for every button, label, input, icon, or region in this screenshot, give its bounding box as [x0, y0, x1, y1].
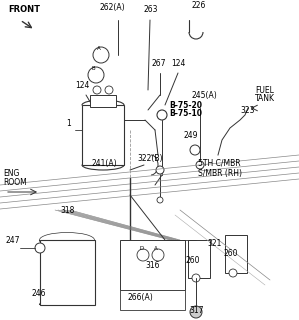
Circle shape	[196, 161, 204, 169]
Circle shape	[35, 243, 45, 253]
Text: 124: 124	[171, 59, 185, 68]
Bar	[40, 240, 95, 305]
Circle shape	[192, 274, 200, 282]
Circle shape	[93, 86, 101, 94]
Text: TANK: TANK	[255, 94, 275, 103]
Text: 260: 260	[224, 249, 239, 258]
Bar	[120, 240, 185, 290]
Text: A: A	[97, 46, 101, 51]
Bar	[188, 240, 210, 278]
Text: 260: 260	[185, 256, 199, 265]
Text: 245(A): 245(A)	[192, 91, 218, 100]
Bar	[82, 105, 124, 165]
Text: S/MBR (RH): S/MBR (RH)	[198, 169, 242, 178]
Text: ROOM: ROOM	[3, 178, 27, 187]
Circle shape	[157, 197, 163, 203]
Text: 317: 317	[189, 306, 204, 315]
Text: 322(B): 322(B)	[137, 154, 162, 163]
Text: 246: 246	[32, 289, 47, 298]
Circle shape	[93, 47, 109, 63]
Circle shape	[105, 86, 113, 94]
Text: 247: 247	[5, 236, 19, 245]
Text: A: A	[154, 246, 158, 251]
Text: 316: 316	[145, 261, 159, 270]
Text: 267: 267	[151, 59, 166, 68]
Bar	[225, 235, 247, 273]
Text: 321: 321	[207, 239, 221, 248]
Circle shape	[157, 110, 167, 120]
Bar	[120, 290, 185, 310]
Text: 263: 263	[143, 5, 158, 14]
Text: 5TH C/MBR: 5TH C/MBR	[198, 159, 241, 168]
Circle shape	[190, 306, 202, 318]
Circle shape	[137, 249, 149, 261]
Text: 323: 323	[240, 106, 254, 115]
Text: B-75-10: B-75-10	[169, 109, 202, 118]
Text: 262(A): 262(A)	[100, 3, 126, 12]
Text: 249: 249	[184, 131, 199, 140]
Circle shape	[156, 166, 164, 174]
Text: 241(A): 241(A)	[92, 159, 118, 168]
Circle shape	[229, 269, 237, 277]
Text: FUEL: FUEL	[255, 86, 274, 95]
Text: B-75-20: B-75-20	[169, 101, 202, 110]
Circle shape	[190, 145, 200, 155]
Text: B: B	[92, 66, 96, 71]
Text: D: D	[139, 246, 143, 251]
Text: 318: 318	[60, 206, 74, 215]
Circle shape	[88, 67, 104, 83]
Text: 124: 124	[75, 81, 89, 90]
Circle shape	[152, 249, 164, 261]
Text: 1: 1	[66, 119, 71, 128]
Text: 266(A): 266(A)	[128, 293, 154, 302]
Text: FRONT: FRONT	[8, 5, 40, 14]
Bar	[90, 95, 116, 107]
Text: ENG: ENG	[3, 169, 19, 178]
Text: 226: 226	[191, 1, 205, 10]
